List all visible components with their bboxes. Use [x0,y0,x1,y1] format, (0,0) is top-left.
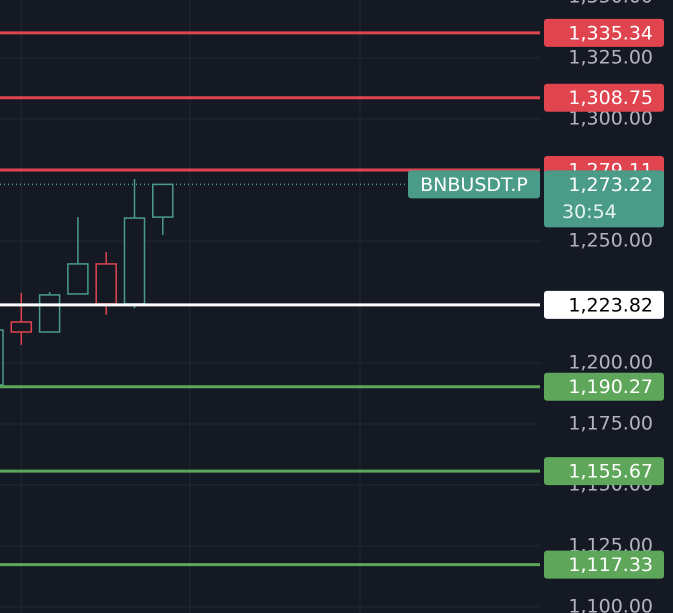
candle-body [10,321,33,333]
level-tag [544,83,664,112]
price-label: 1,273.22 [568,174,653,196]
candle-body [67,263,89,295]
level-label: 1,223.82 [568,294,653,316]
level-tag [544,457,664,486]
level-tag [544,372,664,401]
y-tick-label: 1,350.00 [568,0,653,8]
level-tag [544,550,664,579]
symbol-tag [408,170,540,199]
level-tag [544,18,664,47]
price-tag [544,170,664,228]
level-label: 1,155.67 [568,461,653,483]
y-tick-label: 1,200.00 [568,351,653,373]
candle-body [0,329,4,386]
candle-body [38,294,61,333]
y-tick-label: 1,325.00 [568,47,653,69]
countdown-label: 30:54 [562,201,617,223]
level-label: 1,335.34 [568,22,653,44]
y-tick-label: 1,175.00 [568,412,653,434]
level-label: 1,117.33 [568,554,653,576]
level-label: 1,190.27 [568,376,653,398]
candle-body [95,263,117,305]
level-label: 1,308.75 [568,87,653,109]
level-tag [544,290,664,319]
y-tick-label: 1,300.00 [568,108,653,130]
y-tick-label: 1,100.00 [568,595,653,613]
candle-body [152,183,174,218]
symbol-label: BNBUSDT.P [420,174,528,196]
candle-body [123,217,146,305]
y-tick-label: 1,250.00 [568,230,653,252]
